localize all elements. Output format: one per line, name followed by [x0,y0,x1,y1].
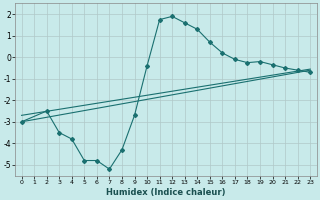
X-axis label: Humidex (Indice chaleur): Humidex (Indice chaleur) [106,188,226,197]
